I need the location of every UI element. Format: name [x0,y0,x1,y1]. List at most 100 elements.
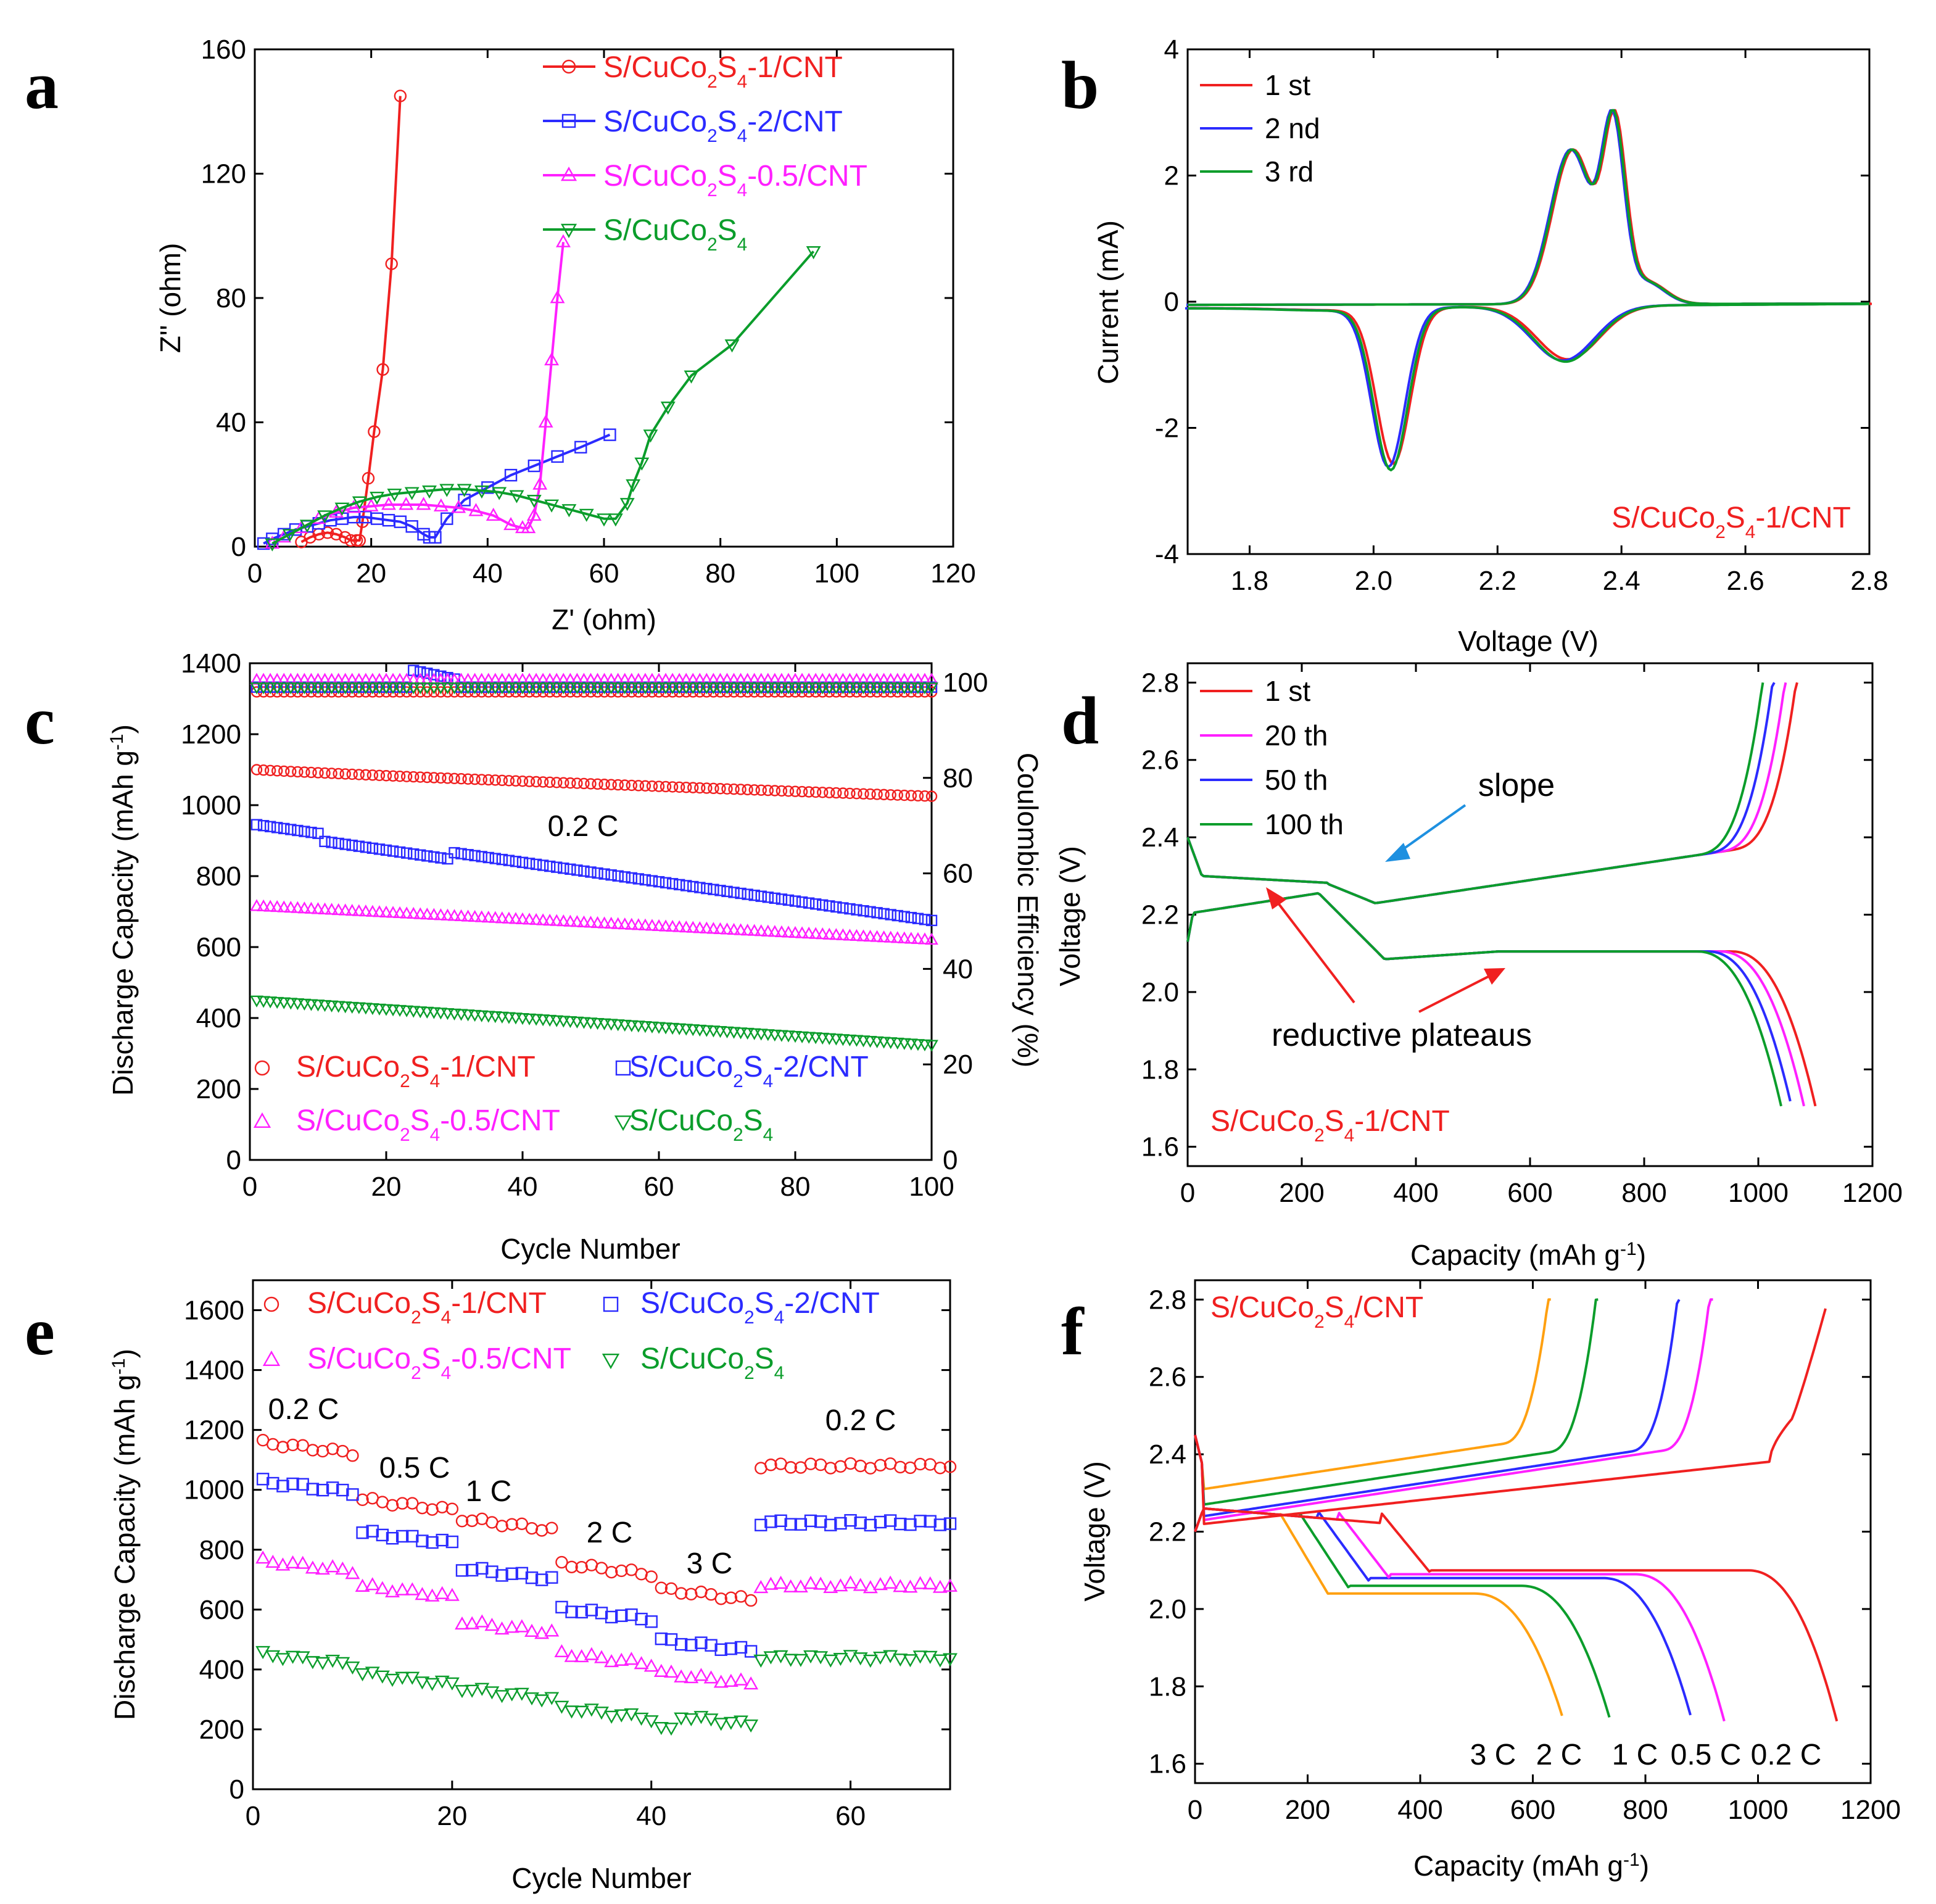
ce-point [421,668,433,679]
data-point [664,1582,678,1596]
ce-point [584,682,598,695]
data-point [585,778,597,790]
data-point [585,1604,598,1616]
data-point [645,1570,658,1583]
ce-point [856,682,871,695]
data-point [495,1520,508,1533]
data-point [345,1661,360,1675]
ce-point [754,682,768,695]
ce-point [720,682,734,695]
x-tick-label: 600 [1507,1178,1552,1208]
label-part: -0.5/CNT [747,160,867,192]
ce-point [761,682,775,695]
data-point [639,874,652,886]
subscript: 4 [737,72,748,92]
data-point [853,1578,868,1591]
x-tick-label: 1000 [1728,1795,1789,1825]
label-part: S/CuCo [629,1051,733,1083]
data-point [488,1011,502,1024]
data-point [482,774,494,786]
y-tick-label: 1400 [184,1356,244,1386]
y-tick-label: 1.8 [1149,1671,1186,1702]
data-point [428,851,440,863]
data-point [605,779,617,790]
data-point [604,916,618,929]
ce-point [679,682,693,695]
y-tick-label: 2 [1164,161,1179,191]
data-point [843,1575,858,1589]
data-point [381,497,396,510]
data-point [680,782,692,793]
data-point [626,479,641,493]
data-point [319,835,331,848]
data-point [331,903,345,916]
series-line [1194,1299,1681,1518]
data-point [311,1000,325,1012]
data-point [565,1605,578,1618]
data-point [434,1675,450,1689]
subscript: 4 [737,126,748,146]
x-tick-label: 40 [473,558,503,589]
data-point [447,1008,461,1020]
ce-point [816,682,830,695]
legend-marker [560,167,577,181]
subscript: 2 [707,72,718,92]
data-point [468,503,484,516]
data-point [339,768,351,780]
data-point [912,1576,928,1589]
label-part: Discharge Capacity (mAh g [109,1375,141,1720]
data-point [406,1497,419,1510]
data-point [626,779,637,792]
data-point [578,865,590,877]
plateau-arrow [1418,974,1492,1013]
data-point [544,352,560,366]
y-tick-label: 2.4 [1141,822,1179,853]
data-point [603,428,616,441]
y-tick-label: 600 [199,1595,244,1625]
label-part: S [755,1343,774,1375]
data-point [353,769,365,780]
x-tick-label: 80 [705,558,735,589]
series-line [1194,1507,1839,1722]
data-point [742,784,753,796]
data-point [803,897,815,909]
data-point [299,766,310,778]
rate-label: 0.2 C [268,1393,339,1426]
data-point [282,529,297,542]
subscript: 4 [430,1071,441,1091]
ce-point [843,682,857,695]
ce-point [468,682,482,695]
data-point [932,1654,948,1668]
data-point [705,1639,718,1652]
data-point [724,339,740,353]
data-point [422,485,437,499]
ce-point [447,682,461,695]
data-point [420,1006,434,1019]
curve-label: 3 C [1470,1739,1516,1771]
x-tick-label: 2.0 [1355,566,1392,596]
data-point [434,1008,448,1020]
data-point [619,779,631,791]
subscript: 2 [733,1071,743,1091]
ce-point [706,682,721,695]
data-point [734,923,748,935]
data-point [782,925,795,938]
y-tick-label: 2.8 [1141,668,1179,698]
data-point [666,878,679,890]
data-point [365,1666,380,1680]
data-point [527,459,540,473]
x-tick-label: 800 [1623,1795,1668,1825]
x-tick-label: 0 [1180,1178,1195,1208]
data-point [413,1006,428,1019]
data-point [775,925,788,937]
data-point [335,1657,350,1670]
series-line [1186,892,1805,1107]
data-point [713,1026,727,1038]
subscript: 2 [1314,1125,1325,1146]
subscript: 4 [441,1307,452,1328]
data-point [551,777,563,789]
data-point [406,1529,419,1543]
data-point [809,927,823,939]
data-point [864,1518,877,1532]
data-point [844,903,856,915]
